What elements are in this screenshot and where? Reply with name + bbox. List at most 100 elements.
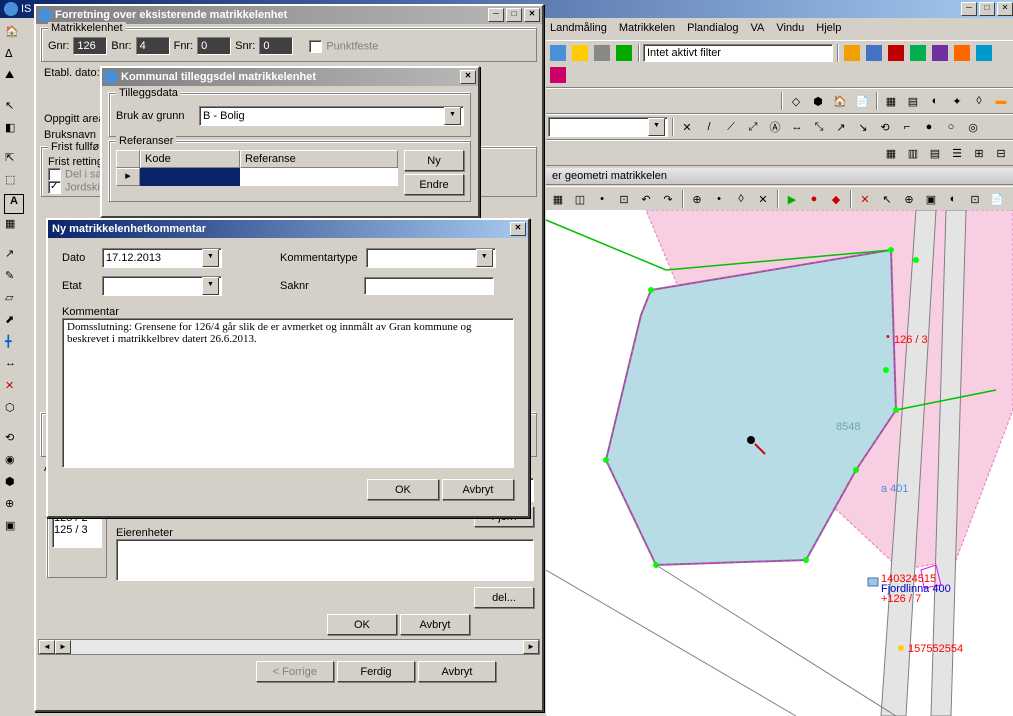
snr-input[interactable]: [259, 37, 293, 55]
tb-line-7[interactable]: ⤡: [809, 117, 829, 137]
tb-line-1[interactable]: ✕: [677, 117, 697, 137]
lt-text[interactable]: A: [4, 194, 24, 214]
maximize-button[interactable]: □: [979, 2, 995, 16]
tb-icon-3[interactable]: [592, 43, 612, 63]
punktfeste-check[interactable]: [309, 40, 322, 53]
lt-6[interactable]: ⬚: [4, 172, 24, 192]
tb-icon-2[interactable]: [570, 43, 590, 63]
lt-16[interactable]: ⟲: [4, 430, 24, 450]
toolbar-dropdown[interactable]: [548, 117, 668, 137]
geometry-tab[interactable]: er geometri matrikkelen: [546, 168, 1013, 185]
win1-max[interactable]: □: [506, 8, 522, 22]
map-canvas[interactable]: • 126 / 3 8548 a 401 140324515 Fjordlinn…: [546, 210, 1013, 716]
minimize-button[interactable]: ─: [961, 2, 977, 16]
win2-titlebar[interactable]: Kommunal tilleggsdel matrikkelenhet ✕: [102, 68, 478, 86]
lt-4[interactable]: ◧: [4, 120, 24, 140]
gt-15[interactable]: ↖: [877, 189, 897, 209]
tb-r2-8[interactable]: ✦: [947, 91, 967, 111]
lt-8[interactable]: ↗: [4, 246, 24, 266]
lt-5[interactable]: ⇱: [4, 150, 24, 170]
tb-r1-a[interactable]: [842, 43, 862, 63]
jordskift-check[interactable]: [48, 181, 61, 194]
lt-18[interactable]: ⬢: [4, 474, 24, 494]
gt-2[interactable]: ◫: [570, 189, 590, 209]
tb-r2-10[interactable]: ▬: [991, 91, 1011, 111]
bruk-dropdown[interactable]: B - Bolig: [199, 106, 464, 126]
gnr-input[interactable]: [73, 37, 107, 55]
lt-3[interactable]: ⛰: [4, 68, 24, 88]
endre-button[interactable]: Endre: [404, 174, 464, 195]
lt-10[interactable]: ▱: [4, 290, 24, 310]
tb-line-3[interactable]: ⟋: [721, 117, 741, 137]
ref-grid-row[interactable]: ▸: [116, 168, 398, 186]
tb-r1-c[interactable]: [886, 43, 906, 63]
close-button[interactable]: ✕: [997, 2, 1013, 16]
lt-19[interactable]: ⊕: [4, 496, 24, 516]
tb-line-11[interactable]: ⌐: [897, 117, 917, 137]
kommentartype-dropdown[interactable]: [366, 248, 496, 268]
menu-hjelp[interactable]: Hjelp: [816, 22, 841, 34]
gt-20[interactable]: 📄: [987, 189, 1007, 209]
gt-8[interactable]: •: [709, 189, 729, 209]
lt-20[interactable]: ▣: [4, 518, 24, 538]
avbryt2-button[interactable]: Avbryt: [418, 661, 496, 682]
win1-close[interactable]: ✕: [524, 8, 540, 22]
lt-9[interactable]: ✎: [4, 268, 24, 288]
tb-r2-3[interactable]: 🏠: [830, 91, 850, 111]
menu-matrikkelen[interactable]: Matrikkelen: [619, 22, 675, 34]
tb-r2-4[interactable]: 📄: [852, 91, 872, 111]
tb-line-6[interactable]: ↔: [787, 117, 807, 137]
lt-14[interactable]: ✕: [4, 378, 24, 398]
gt-7[interactable]: ⊕: [687, 189, 707, 209]
scroll-left[interactable]: ◄: [39, 640, 55, 654]
tb-line-9[interactable]: ↘: [853, 117, 873, 137]
gt-17[interactable]: ▣: [921, 189, 941, 209]
tb-line-5[interactable]: Ⓐ: [765, 117, 785, 137]
tb-r2-6[interactable]: ▤: [903, 91, 923, 111]
gt-1[interactable]: ▦: [548, 189, 568, 209]
lt-arrow[interactable]: ↖: [4, 98, 24, 118]
avbryt-button[interactable]: Avbryt: [400, 614, 470, 635]
gt-9[interactable]: ◊: [731, 189, 751, 209]
tb-tbl-4[interactable]: ☰: [947, 143, 967, 163]
bnr-input[interactable]: [136, 37, 170, 55]
scroll-right2[interactable]: ►: [523, 640, 539, 654]
lt-1[interactable]: 🏠: [4, 24, 24, 44]
ny-button[interactable]: Ny: [404, 150, 464, 171]
win1-hscroll[interactable]: ◄ ► ►: [38, 639, 540, 655]
ok-button[interactable]: OK: [327, 614, 397, 635]
ferdig-button[interactable]: Ferdig: [337, 661, 415, 682]
tb-r1-g[interactable]: [974, 43, 994, 63]
gt-18[interactable]: ◐: [943, 189, 963, 209]
tb-tbl-5[interactable]: ⊞: [969, 143, 989, 163]
lt-2[interactable]: ᐃ: [4, 46, 24, 66]
win3-titlebar[interactable]: Ny matrikkelenhetkommentar ✕: [48, 220, 528, 238]
fnr-input[interactable]: [197, 37, 231, 55]
gt-13[interactable]: ◆: [826, 189, 846, 209]
tb-r1-d[interactable]: [908, 43, 928, 63]
referanse-col[interactable]: Referanse: [240, 150, 398, 168]
win3-close[interactable]: ✕: [510, 222, 526, 236]
eier-box[interactable]: [116, 539, 534, 581]
lt-17[interactable]: ◉: [4, 452, 24, 472]
tb-tbl-6[interactable]: ⊟: [991, 143, 1011, 163]
menu-vindu[interactable]: Vindu: [776, 22, 804, 34]
tb-r2-2[interactable]: ⬢: [808, 91, 828, 111]
tb-line-12[interactable]: ●: [919, 117, 939, 137]
filter-input[interactable]: [643, 44, 833, 62]
gt-3[interactable]: •: [592, 189, 612, 209]
scroll-right[interactable]: ►: [55, 640, 71, 654]
menu-va[interactable]: VA: [751, 22, 765, 34]
tb-r1-b[interactable]: [864, 43, 884, 63]
win3-ok-button[interactable]: OK: [367, 479, 439, 500]
tb-r2-5[interactable]: ▦: [881, 91, 901, 111]
list-item[interactable]: 125 / 3: [54, 524, 100, 536]
menu-plandialog[interactable]: Plandialog: [687, 22, 738, 34]
tb-tbl-2[interactable]: ▥: [903, 143, 923, 163]
tb-line-4[interactable]: ⤢: [743, 117, 763, 137]
tb-line-10[interactable]: ⟲: [875, 117, 895, 137]
gt-19[interactable]: ⊡: [965, 189, 985, 209]
win3-avbryt-button[interactable]: Avbryt: [442, 479, 514, 500]
menu-landmaling[interactable]: Landmåling: [550, 22, 607, 34]
lt-12[interactable]: ╋: [4, 334, 24, 354]
